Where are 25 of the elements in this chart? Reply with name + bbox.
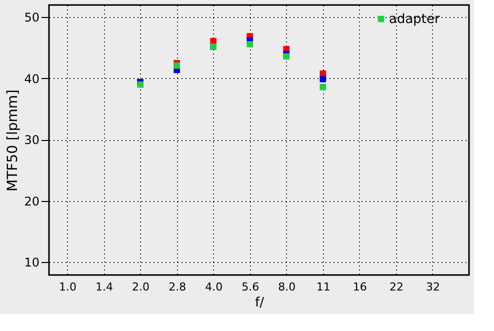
x-tick-label: 22 (389, 280, 404, 294)
x-tick-label: 1.4 (96, 280, 114, 294)
point (246, 41, 254, 48)
x-tick-label: 1.0 (59, 280, 77, 294)
point (137, 81, 144, 88)
y-tick-label: 40 (24, 72, 40, 86)
y-tick-label: 10 (24, 256, 40, 270)
x-tick-label: 5.6 (242, 280, 260, 294)
x-tick-label: 11 (316, 280, 330, 294)
point (283, 53, 290, 60)
point (320, 76, 326, 82)
x-tick-label: 2.8 (168, 280, 186, 294)
y-axis-title: MTF50 [lpmm] (5, 90, 22, 192)
x-tick-label: 8.0 (278, 280, 296, 294)
x-tick-label: 4.0 (205, 280, 223, 294)
x-tick-label: 16 (352, 280, 367, 294)
x-tick-label: 32 (426, 280, 440, 294)
y-tick-label: 30 (24, 133, 40, 148)
point (174, 62, 180, 69)
y-tick-label: 20 (24, 194, 40, 208)
legend-label: adapter (389, 12, 441, 27)
x-tick-label: 2.0 (132, 280, 150, 294)
x-axis-title: f/ (255, 296, 265, 310)
y-tick-label: 50 (24, 10, 40, 25)
point (320, 84, 326, 90)
